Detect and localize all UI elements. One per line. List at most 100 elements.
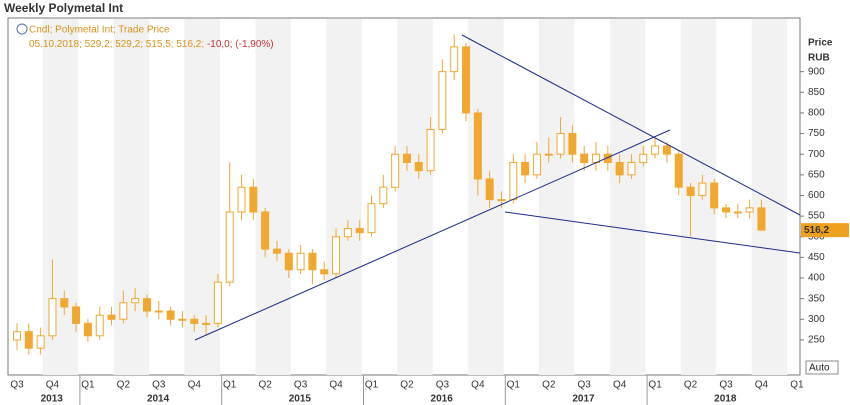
legend-label: Cndl; Polymetal Int; Trade Price [29,25,170,36]
x-tick-label: Q4 [188,380,202,391]
x-tick-label: Q4 [471,380,485,391]
candle-body [166,310,175,320]
candle-body [532,153,541,176]
candle-body [497,199,506,202]
year-label: 2014 [147,394,170,405]
x-tick-label: Q1 [507,380,521,391]
candle-body [272,248,281,254]
year-label: 2018 [714,394,737,405]
candle-body [639,153,648,163]
info-change: -10,0; [207,39,233,50]
candle-body [603,153,612,163]
quarter-band [255,19,291,375]
candle-body [296,252,305,271]
y-tick-label: 400 [808,273,825,284]
x-tick-label: Q1 [223,380,237,391]
auto-button[interactable] [805,360,839,375]
candle-body [249,186,258,213]
candle-body [60,298,69,308]
candle-body [402,153,411,163]
x-tick-label: Q1 [790,380,804,391]
year-label: 2015 [289,394,312,405]
x-tick-label: Q2 [684,380,698,391]
x-tick-label: Q1 [81,380,95,391]
info-values: 05.10.2018; 529,2; 529,2; 515,5; 516,2; [29,39,204,50]
candle-body [698,182,707,196]
candle-body [320,269,329,275]
quarter-band [539,19,575,375]
candle-body [722,207,730,213]
chart-title: Weekly Polymetal Int [4,1,123,15]
candle-body [284,252,293,271]
candle-body [237,186,246,213]
year-label: 2016 [431,394,454,405]
y-tick-label: 250 [808,335,825,346]
candle-body [178,318,187,321]
candle-body [154,310,163,313]
candle-body [426,128,435,172]
x-tick-label: Q1 [648,380,662,391]
quarter-band [397,19,433,375]
candle-body [674,153,683,188]
candle-body [367,203,376,234]
candle-body [509,161,518,201]
candle-body [391,153,400,188]
x-tick-label: Q3 [578,380,592,391]
y-tick-label: 450 [808,252,825,263]
x-tick-label: Q4 [755,380,769,391]
candle-body [202,322,211,325]
quarter-band [609,19,646,375]
candle-body [651,145,660,155]
quarter-band [326,19,362,375]
candle-body [190,318,199,324]
y-tick-label: 800 [808,108,825,119]
x-tick-label: Q4 [613,380,627,391]
candle-body [710,182,719,209]
candle-body [225,211,234,283]
candle-body [213,281,222,324]
x-tick-label: Q1 [365,380,379,391]
last-price-box [801,223,849,238]
candle-body [119,302,128,320]
candle-body [83,322,92,337]
candle-body [24,331,33,349]
candle-body [131,298,140,304]
x-tick-label: Q3 [152,380,166,391]
candle-body [450,46,459,73]
candle-body [686,186,695,196]
x-tick-label: Q3 [719,380,733,391]
candle-body [556,133,565,155]
candle-body [414,161,423,172]
auto-label[interactable]: Auto [809,363,830,374]
candle-body [72,306,81,324]
candle-body [332,236,341,275]
trend-line [194,129,671,341]
x-tick-label: Q4 [46,380,60,391]
quarter-band [751,19,788,375]
candle-body [615,161,624,176]
candle-body [662,145,671,155]
x-tick-label: Q4 [329,380,343,391]
candle-body [142,298,151,312]
candle-body [36,335,45,349]
candle-body [745,207,754,213]
candle-body [107,314,116,320]
y-tick-label: 300 [808,314,825,325]
legend-icon [16,23,28,35]
candle-body [48,298,57,337]
y-axis-label: Price [808,38,833,49]
last-price-label: 516,2 [804,225,829,236]
candle-body [627,161,636,176]
y-tick-label: 550 [808,211,825,222]
x-tick-label: Q3 [436,380,450,391]
y-tick-label: 600 [808,190,825,201]
candle-body [95,314,104,337]
info-values: 05.10.2018; 529,2; 529,2; 515,5; 516,2; … [29,39,274,50]
candle-body [568,133,577,155]
candle-body [438,71,447,130]
y-tick-label: 900 [808,66,825,77]
quarter-band [113,19,150,375]
y-tick-label: 750 [808,128,825,139]
year-label: 2013 [41,394,64,405]
